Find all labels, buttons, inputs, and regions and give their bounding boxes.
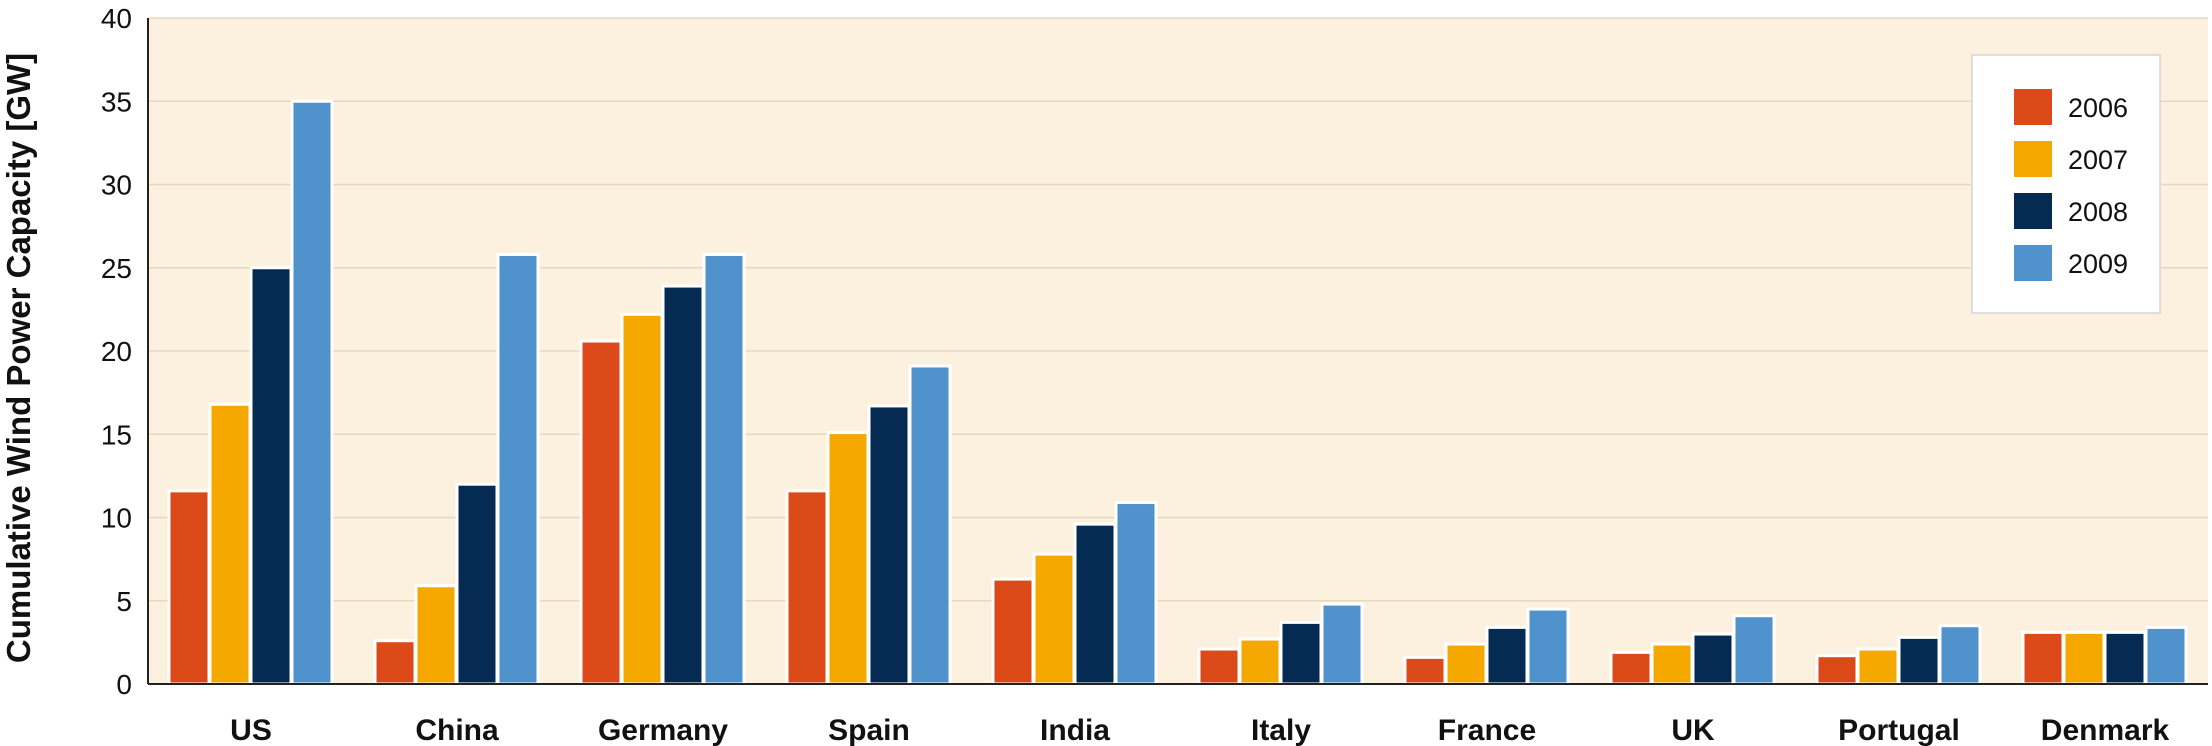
y-tick-label: 15 (101, 419, 132, 450)
bar-uk-2006 (1609, 650, 1653, 686)
bar-france-2006 (1403, 655, 1447, 686)
bar-india-2006 (991, 577, 1035, 686)
y-tick-label: 35 (101, 86, 132, 117)
x-tick-label: UK (1671, 714, 1715, 746)
bar-denmark-2007 (2062, 630, 2106, 686)
bar-uk-2009 (1732, 614, 1776, 686)
legend-items: 2006 2007 2008 2009 (2014, 89, 2128, 281)
bar-france-2008 (1485, 625, 1529, 686)
y-tick-label: 25 (101, 253, 132, 284)
legend-label: 2006 (2068, 93, 2128, 123)
y-tick-labels: 0 5 10 15 20 25 30 35 40 (101, 3, 132, 700)
bar-china-2008 (455, 482, 499, 686)
x-tick-label: Spain (828, 714, 910, 746)
x-tick-label: Portugal (1838, 714, 1960, 746)
bar-italy-2008 (1279, 620, 1323, 686)
bar-italy-2006 (1197, 647, 1241, 686)
x-tick-label: China (415, 714, 499, 746)
bar-portugal-2008 (1897, 635, 1941, 686)
legend-label: 2007 (2068, 145, 2128, 175)
bar-uk-2008 (1691, 632, 1735, 686)
legend: 2006 2007 2008 2009 (1971, 54, 2161, 314)
legend-swatch-2009 (2014, 245, 2052, 281)
x-tick-label: US (230, 714, 272, 746)
bar-us-2009 (290, 99, 334, 686)
y-tick-label: 20 (101, 336, 132, 367)
x-tick-label: Italy (1251, 714, 1311, 746)
bar-germany-2009 (702, 252, 746, 686)
bar-denmark-2008 (2103, 630, 2147, 686)
legend-box (1971, 54, 2161, 314)
x-tick-labels: US China Germany Spain India Italy France UK Por… (230, 714, 2169, 746)
bar-spain-2008 (867, 404, 911, 686)
y-axis-label: Cumulative Wind Power Capacity [GW] (0, 53, 37, 663)
bar-italy-2007 (1238, 637, 1282, 686)
bar-us-2007 (208, 402, 252, 686)
bar-germany-2008 (661, 284, 705, 686)
y-tick-label: 10 (101, 503, 132, 534)
legend-swatch-2007 (2014, 141, 2052, 177)
bar-china-2007 (414, 584, 458, 686)
bar-us-2008 (249, 266, 293, 686)
legend-label: 2008 (2068, 197, 2128, 227)
legend-label: 2009 (2068, 249, 2128, 279)
x-tick-label: Germany (598, 714, 728, 746)
bar-us-2006 (167, 489, 211, 686)
bar-france-2007 (1444, 642, 1488, 686)
legend-swatch-2006 (2014, 89, 2052, 125)
x-tick-label: France (1438, 714, 1536, 746)
bar-china-2009 (496, 252, 540, 686)
bar-india-2007 (1032, 552, 1076, 686)
bar-italy-2009 (1320, 602, 1364, 686)
legend-swatch-2008 (2014, 193, 2052, 229)
bar-denmark-2009 (2144, 625, 2188, 686)
bar-india-2008 (1073, 522, 1117, 686)
bar-india-2009 (1114, 501, 1158, 686)
bars-group (167, 99, 2188, 686)
bar-portugal-2007 (1856, 647, 1900, 686)
bar-spain-2007 (826, 431, 870, 686)
x-tick-label: Denmark (2041, 714, 2170, 746)
y-tick-label: 5 (116, 586, 132, 617)
bar-spain-2006 (785, 489, 829, 686)
bar-germany-2007 (620, 312, 664, 686)
x-tick-label: India (1040, 714, 1110, 746)
y-tick-label: 30 (101, 170, 132, 201)
axes (147, 18, 2208, 685)
y-tick-label: 40 (101, 3, 132, 34)
bar-france-2009 (1526, 607, 1570, 686)
bar-denmark-2006 (2021, 630, 2065, 686)
bar-germany-2006 (579, 339, 623, 686)
bar-spain-2009 (908, 364, 952, 686)
bar-uk-2007 (1650, 642, 1694, 686)
bar-portugal-2006 (1815, 654, 1859, 686)
bar-china-2006 (373, 639, 417, 686)
bar-portugal-2009 (1938, 624, 1982, 686)
y-tick-label: 0 (116, 669, 132, 700)
